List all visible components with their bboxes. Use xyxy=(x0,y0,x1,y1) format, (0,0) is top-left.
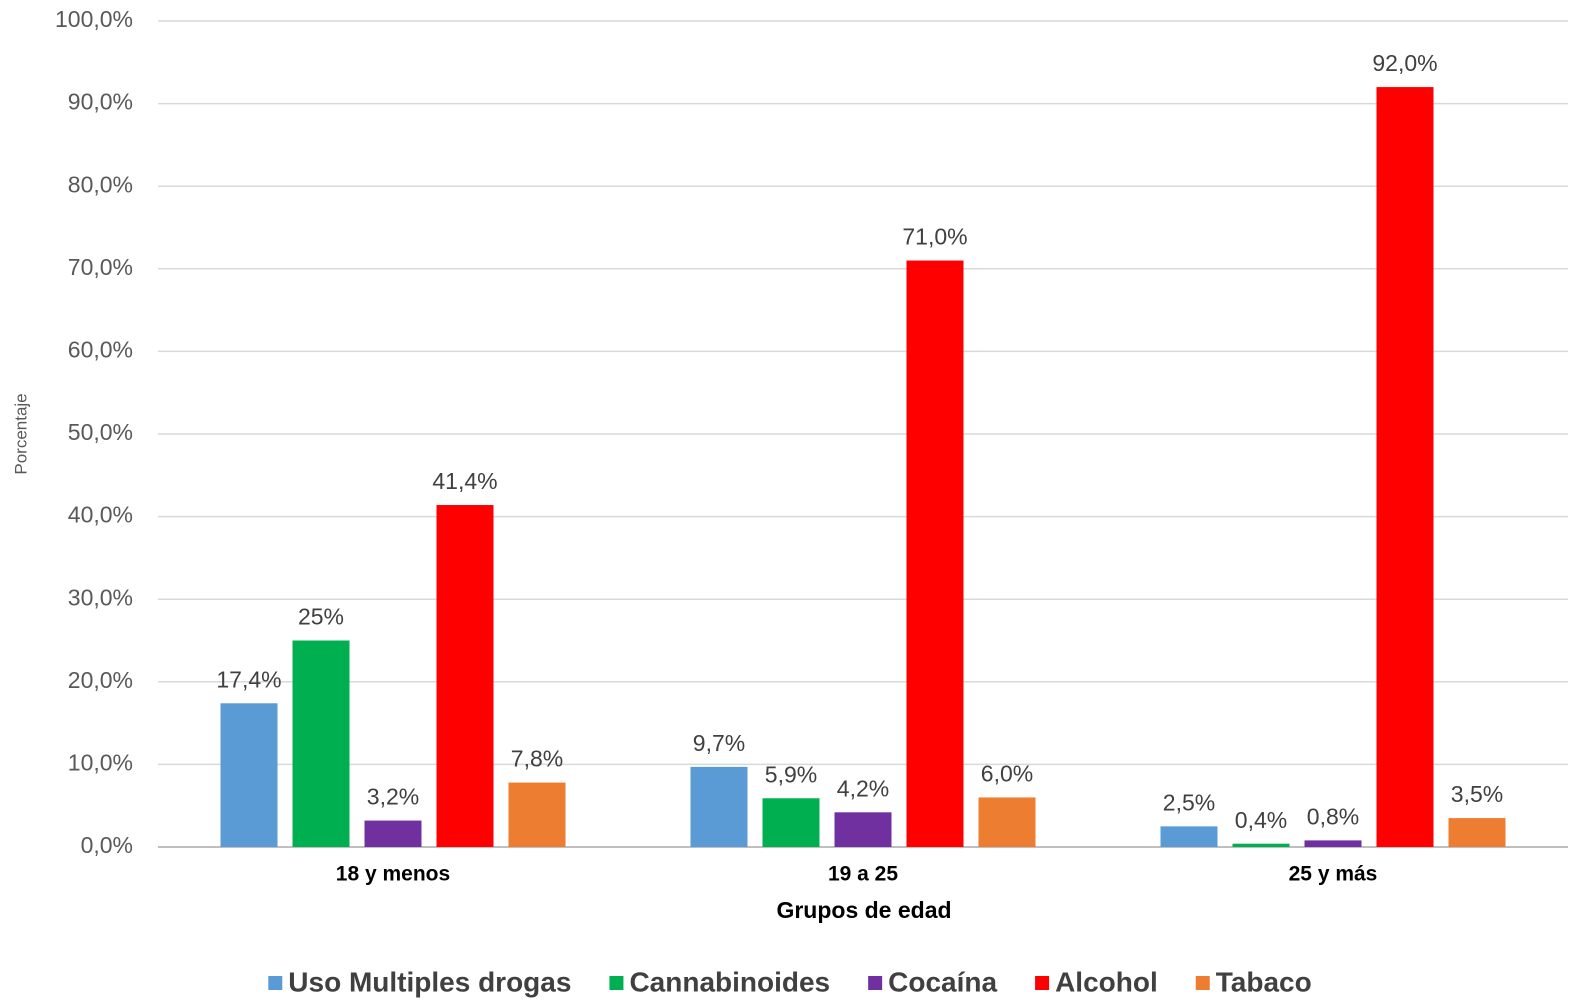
y-tick-label: 0,0% xyxy=(81,832,133,858)
legend-swatch xyxy=(868,976,883,990)
bar xyxy=(1448,818,1506,847)
data-label: 17,4% xyxy=(216,666,281,692)
data-label: 5,9% xyxy=(765,761,817,787)
bar xyxy=(1376,87,1434,847)
bar xyxy=(906,260,964,847)
y-tick-label: 90,0% xyxy=(68,89,133,115)
y-tick-label: 50,0% xyxy=(68,419,133,445)
data-label: 25% xyxy=(298,604,344,630)
bar xyxy=(762,798,820,847)
data-label: 7,8% xyxy=(511,746,563,772)
legend-swatch xyxy=(609,976,624,990)
bar xyxy=(834,812,892,847)
x-tick-label: 18 y menos xyxy=(336,863,450,886)
bar xyxy=(436,505,494,847)
y-tick-label: 30,0% xyxy=(68,584,133,610)
data-label: 6,0% xyxy=(981,761,1033,787)
bar xyxy=(292,640,350,847)
data-label: 41,4% xyxy=(432,468,497,494)
x-axis-title: Grupos de edad xyxy=(776,897,951,923)
data-label: 4,2% xyxy=(837,775,889,801)
y-tick-label: 80,0% xyxy=(68,171,133,197)
data-label: 92,0% xyxy=(1372,50,1437,76)
legend-swatch xyxy=(1035,976,1050,990)
legend-label: Uso Multiples drogas xyxy=(288,966,571,997)
data-label: 3,2% xyxy=(367,784,419,810)
x-tick-label: 19 a 25 xyxy=(828,863,898,886)
bar xyxy=(978,797,1036,847)
bar xyxy=(1160,826,1218,847)
y-tick-label: 20,0% xyxy=(68,667,133,693)
legend-label: Tabaco xyxy=(1216,966,1312,997)
y-tick-label: 100,0% xyxy=(55,6,133,32)
data-label: 9,7% xyxy=(693,730,745,756)
legend-label: Cannabinoides xyxy=(629,966,830,997)
y-axis-title: Porcentaje xyxy=(11,393,30,474)
bar xyxy=(364,820,422,847)
legend-swatch xyxy=(268,976,283,990)
data-label: 71,0% xyxy=(902,224,967,250)
y-tick-label: 10,0% xyxy=(68,749,133,775)
y-tick-label: 60,0% xyxy=(68,336,133,362)
data-label: 3,5% xyxy=(1451,781,1503,807)
data-label: 2,5% xyxy=(1163,789,1215,815)
bar xyxy=(1304,840,1362,847)
data-label: 0,4% xyxy=(1235,807,1287,833)
bar xyxy=(220,703,278,847)
legend-label: Alcohol xyxy=(1055,966,1158,997)
data-label: 0,8% xyxy=(1307,803,1359,829)
legend-label: Cocaína xyxy=(888,966,997,997)
bar xyxy=(508,782,566,847)
y-tick-label: 40,0% xyxy=(68,502,133,528)
bar xyxy=(1232,843,1290,847)
y-tick-label: 70,0% xyxy=(68,254,133,280)
x-tick-label: 25 y más xyxy=(1289,863,1378,886)
bar xyxy=(690,766,748,847)
legend-swatch xyxy=(1195,976,1210,990)
